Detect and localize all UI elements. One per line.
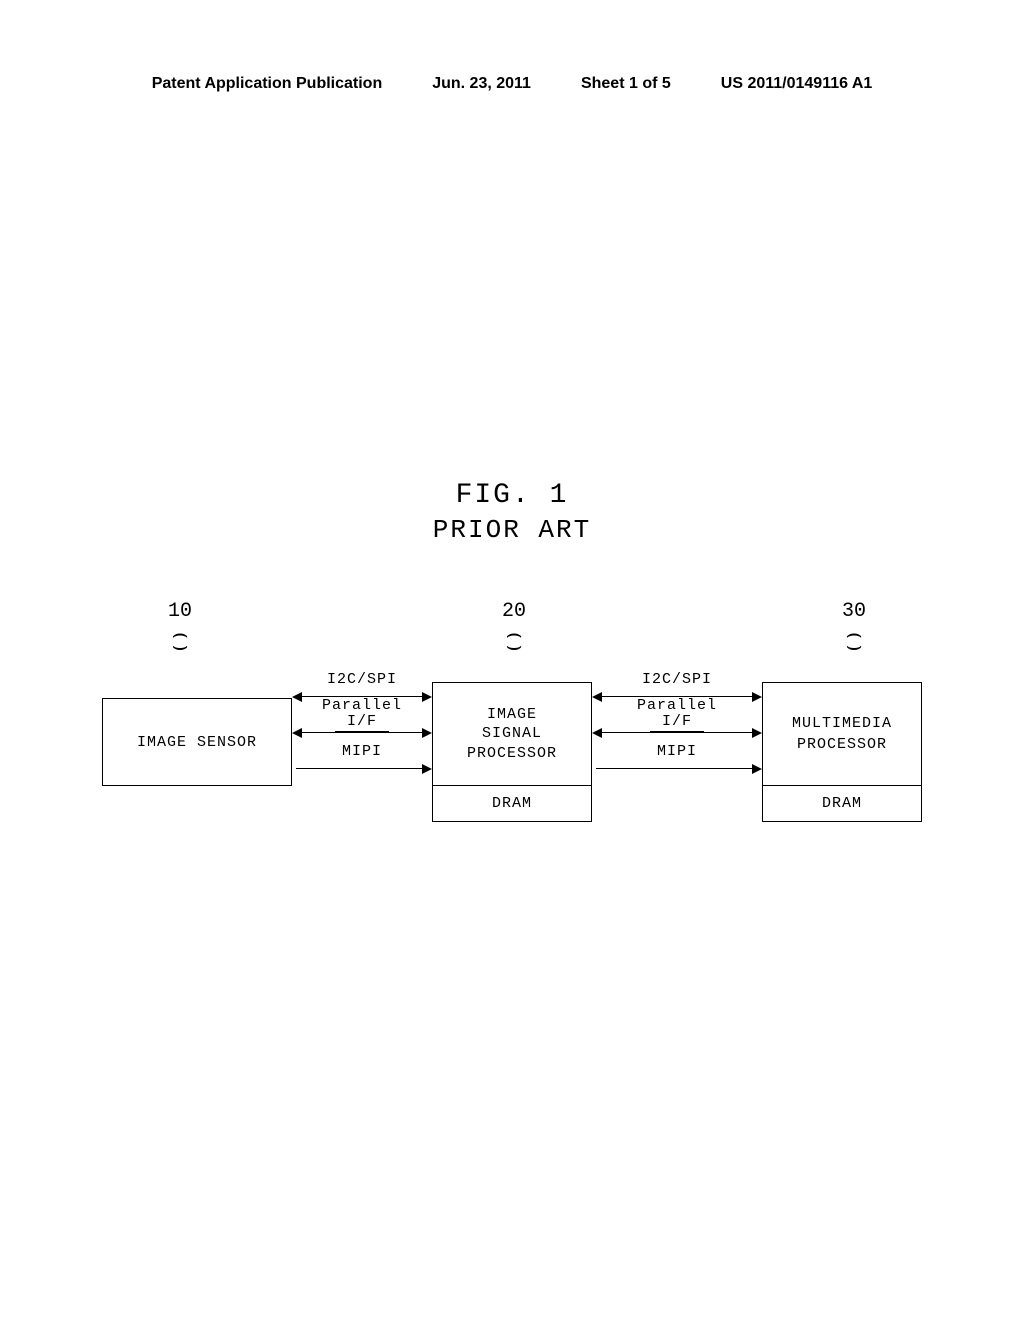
ref-leader-icon: ⌢⌣	[502, 629, 526, 653]
ref-leader-icon: ⌢⌣	[168, 629, 192, 653]
block-label: SIGNAL	[482, 724, 542, 744]
link-label: MIPI	[340, 743, 384, 760]
ref-number-30: 30 ⌢⌣	[842, 600, 866, 653]
ref-leader-icon: ⌢⌣	[842, 629, 866, 653]
block-diagram: 10 ⌢⌣ 20 ⌢⌣ 30 ⌢⌣ IMAGE SENSOR IMAGE SIG…	[102, 600, 922, 880]
conn-isp-mm: I2C/SPI Parallel I/F MIPI	[592, 670, 762, 778]
figure-subtitle: PRIOR ART	[0, 515, 1024, 545]
link-label: Parallel I/F	[320, 698, 404, 732]
image-sensor-block: IMAGE SENSOR	[102, 698, 292, 786]
publication-date: Jun. 23, 2011	[432, 75, 531, 93]
arrow-left-icon	[292, 692, 302, 702]
arrow-line-icon	[596, 768, 758, 769]
parallel-if-link: Parallel I/F	[592, 706, 762, 742]
block-label: MULTIMEDIA	[792, 713, 892, 734]
image-signal-processor-block: IMAGE SIGNAL PROCESSOR	[432, 682, 592, 786]
block-label: IMAGE SENSOR	[137, 734, 257, 751]
mm-dram-block: DRAM	[762, 786, 922, 822]
arrow-right-icon	[422, 764, 432, 774]
link-label: Parallel I/F	[635, 698, 719, 732]
arrow-right-icon	[752, 692, 762, 702]
mipi-link: MIPI	[592, 742, 762, 778]
block-label: DRAM	[492, 795, 532, 812]
figure-caption: FIG. 1 PRIOR ART	[0, 480, 1024, 545]
block-label: IMAGE	[487, 705, 537, 725]
link-label: I2C/SPI	[640, 671, 714, 688]
publication-label: Patent Application Publication	[152, 75, 383, 93]
arrow-right-icon	[752, 764, 762, 774]
link-label: MIPI	[655, 743, 699, 760]
arrow-right-icon	[422, 692, 432, 702]
page-header: Patent Application Publication Jun. 23, …	[0, 75, 1024, 93]
block-label: DRAM	[822, 795, 862, 812]
parallel-if-link: Parallel I/F	[292, 706, 432, 742]
link-label: I2C/SPI	[325, 671, 399, 688]
arrow-right-icon	[422, 728, 432, 738]
ref-number-20: 20 ⌢⌣	[502, 600, 526, 653]
multimedia-processor-block: MULTIMEDIA PROCESSOR	[762, 682, 922, 786]
conn-sensor-isp: I2C/SPI Parallel I/F MIPI	[292, 670, 432, 778]
publication-number: US 2011/0149116 A1	[721, 75, 873, 93]
parallel-text: Parallel	[322, 697, 402, 714]
isp-dram-block: DRAM	[432, 786, 592, 822]
figure-title: FIG. 1	[0, 480, 1024, 511]
arrow-left-icon	[292, 728, 302, 738]
ref-number-10: 10 ⌢⌣	[168, 600, 192, 653]
mipi-link: MIPI	[292, 742, 432, 778]
if-text: I/F	[650, 714, 704, 732]
arrow-left-icon	[592, 692, 602, 702]
arrow-line-icon	[600, 732, 754, 733]
arrow-left-icon	[592, 728, 602, 738]
arrow-line-icon	[296, 768, 428, 769]
sheet-info: Sheet 1 of 5	[581, 75, 671, 93]
arrow-line-icon	[300, 732, 424, 733]
arrow-right-icon	[752, 728, 762, 738]
block-label: PROCESSOR	[467, 744, 557, 764]
header-row: Patent Application Publication Jun. 23, …	[0, 75, 1024, 93]
block-label: PROCESSOR	[797, 734, 887, 755]
parallel-text: Parallel	[637, 697, 717, 714]
if-text: I/F	[335, 714, 389, 732]
